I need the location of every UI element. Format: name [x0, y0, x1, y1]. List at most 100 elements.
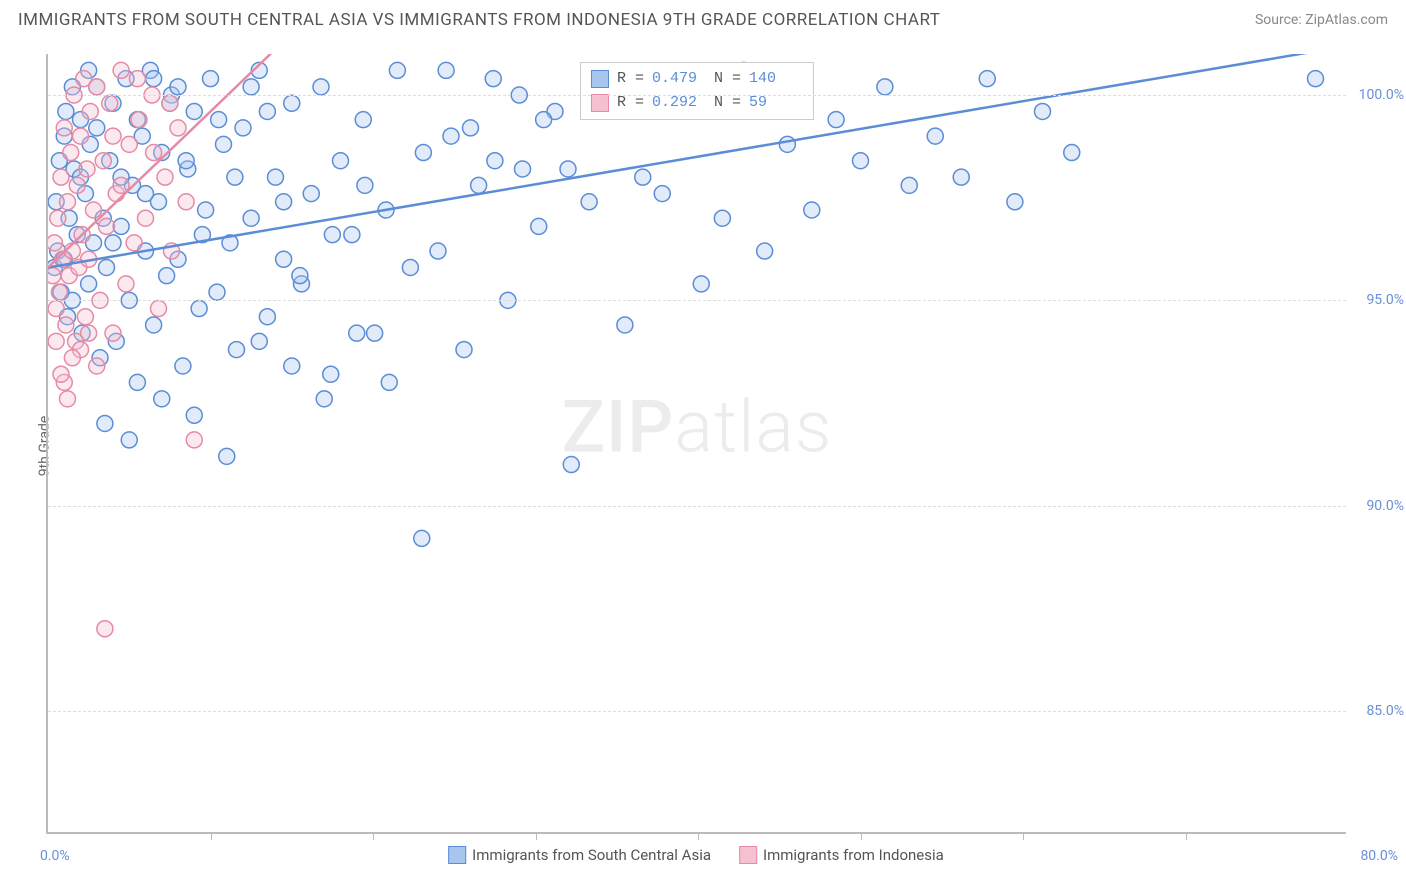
- scatter-svg: [48, 54, 1348, 834]
- data-point: [927, 128, 943, 144]
- legend-item: Immigrants from South Central Asia: [448, 846, 711, 864]
- data-point: [99, 259, 115, 275]
- data-point: [828, 112, 844, 128]
- data-point: [617, 317, 633, 333]
- data-point: [259, 103, 275, 119]
- data-point: [203, 71, 219, 87]
- data-point: [1007, 194, 1023, 210]
- data-point: [99, 218, 115, 234]
- data-point: [209, 284, 225, 300]
- data-point: [73, 128, 89, 144]
- data-point: [191, 301, 207, 317]
- data-point: [438, 62, 454, 78]
- data-point: [877, 79, 893, 95]
- x-tick: [861, 832, 862, 840]
- data-point: [235, 120, 251, 136]
- data-point: [198, 202, 214, 218]
- data-point: [487, 153, 503, 169]
- data-point: [162, 95, 178, 111]
- data-point: [581, 194, 597, 210]
- data-point: [113, 218, 129, 234]
- data-point: [430, 243, 446, 259]
- chart-title: IMMIGRANTS FROM SOUTH CENTRAL ASIA VS IM…: [18, 10, 940, 30]
- data-point: [131, 112, 147, 128]
- data-point: [138, 186, 154, 202]
- data-point: [82, 103, 98, 119]
- data-point: [1064, 145, 1080, 161]
- data-point: [77, 309, 93, 325]
- data-point: [276, 194, 292, 210]
- data-point: [1035, 103, 1051, 119]
- data-point: [563, 457, 579, 473]
- data-point: [344, 227, 360, 243]
- data-point: [58, 317, 74, 333]
- gridline: [48, 506, 1346, 507]
- data-point: [804, 202, 820, 218]
- y-tick-label: 100.0%: [1359, 87, 1404, 103]
- chart-area: ZIPatlas R =0.479N =140R =0.292N = 59 85…: [46, 54, 1346, 834]
- x-tick: [1023, 832, 1024, 840]
- data-point: [157, 169, 173, 185]
- data-point: [229, 342, 245, 358]
- data-point: [357, 177, 373, 193]
- data-point: [316, 391, 332, 407]
- data-point: [531, 218, 547, 234]
- data-point: [105, 325, 121, 341]
- data-point: [219, 448, 235, 464]
- data-point: [48, 333, 64, 349]
- data-point: [211, 112, 227, 128]
- data-point: [515, 161, 531, 177]
- data-point: [45, 268, 61, 284]
- data-point: [463, 120, 479, 136]
- data-point: [415, 145, 431, 161]
- data-point: [284, 95, 300, 111]
- data-point: [95, 153, 111, 169]
- data-point: [58, 103, 74, 119]
- data-point: [159, 268, 175, 284]
- data-point: [60, 194, 76, 210]
- data-point: [79, 161, 95, 177]
- stats-row: R =0.479N =140: [591, 67, 803, 91]
- data-point: [979, 71, 995, 87]
- data-point: [471, 177, 487, 193]
- x-tick: [373, 832, 374, 840]
- data-point: [105, 235, 121, 251]
- legend-item: Immigrants from Indonesia: [739, 846, 944, 864]
- gridline: [48, 95, 1346, 96]
- data-point: [324, 227, 340, 243]
- data-point: [313, 79, 329, 95]
- data-point: [251, 333, 267, 349]
- data-point: [50, 210, 66, 226]
- data-point: [443, 128, 459, 144]
- data-point: [60, 391, 76, 407]
- data-point: [138, 210, 154, 226]
- data-point: [151, 301, 167, 317]
- data-point: [121, 136, 137, 152]
- y-tick-label: 95.0%: [1366, 292, 1404, 308]
- legend-swatch: [448, 846, 466, 864]
- data-point: [714, 210, 730, 226]
- data-point: [414, 530, 430, 546]
- data-point: [97, 621, 113, 637]
- data-point: [63, 145, 79, 161]
- data-point: [292, 268, 308, 284]
- x-axis-max-label: 80.0%: [1360, 848, 1398, 864]
- data-point: [381, 374, 397, 390]
- data-point: [47, 235, 63, 251]
- data-point: [227, 169, 243, 185]
- legend-label: Immigrants from South Central Asia: [472, 846, 711, 864]
- data-point: [102, 95, 118, 111]
- data-point: [69, 177, 85, 193]
- x-tick: [698, 832, 699, 840]
- data-point: [118, 276, 134, 292]
- data-point: [560, 161, 576, 177]
- data-point: [126, 235, 142, 251]
- data-point: [178, 194, 194, 210]
- data-point: [367, 325, 383, 341]
- series-swatch: [591, 70, 609, 88]
- x-tick: [1186, 832, 1187, 840]
- y-tick-label: 90.0%: [1366, 498, 1404, 514]
- data-point: [81, 325, 97, 341]
- chart-source: Source: ZipAtlas.com: [1255, 12, 1388, 28]
- data-point: [284, 358, 300, 374]
